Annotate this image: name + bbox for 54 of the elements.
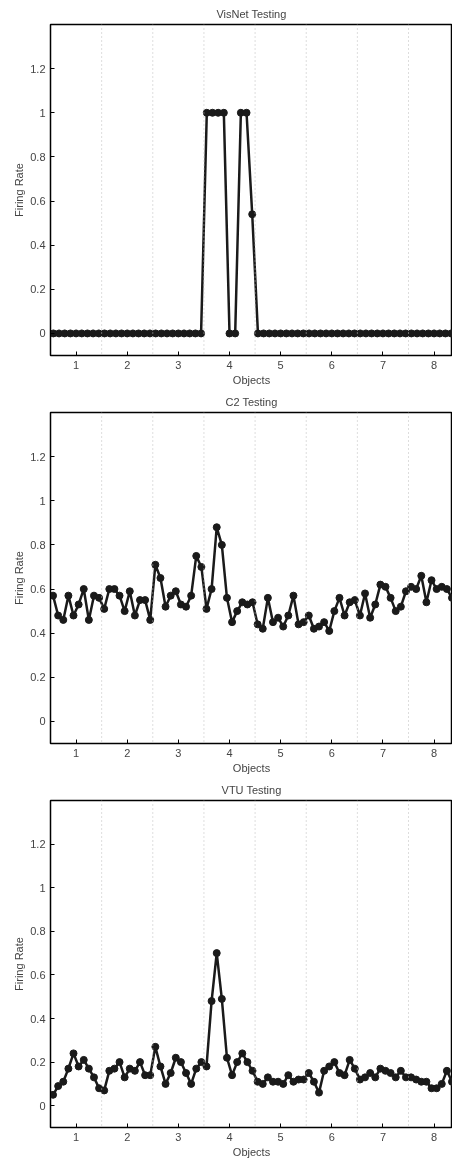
x-tick-label: 6 [328, 1130, 335, 1143]
y-tick-label: 1.2 [30, 62, 46, 75]
y-tick-label: 0 [39, 1099, 46, 1112]
y-tick-label: 0.6 [30, 195, 46, 208]
x-tick-label: 6 [328, 746, 335, 759]
y-tick-label: 0 [39, 327, 46, 340]
y-tick-label: 0 [39, 715, 46, 728]
x-tick-label: 2 [124, 358, 131, 371]
y-tick-label: 1.2 [30, 838, 46, 851]
x-tick-label: 2 [124, 746, 131, 759]
x-tick-label: 1 [73, 1130, 80, 1143]
y-tick-label: 0.6 [30, 583, 46, 596]
y-tick-label: 0.4 [30, 1012, 46, 1025]
x-tick-label: 3 [175, 746, 182, 759]
x-axis-title: Objects [232, 761, 271, 774]
y-tick-label: 0.8 [30, 150, 46, 163]
y-tick-label: 0.6 [30, 968, 46, 981]
x-tick-label: 1 [73, 746, 80, 759]
y-tick-label: 0.2 [30, 1056, 46, 1069]
y-tick-label: 1 [39, 494, 46, 507]
x-tick-label: 8 [431, 358, 438, 371]
y-tick-label: 0.4 [30, 239, 46, 252]
x-tick-label: 5 [277, 746, 284, 759]
y-tick-label: 0.2 [30, 671, 46, 684]
x-axis-title: Objects [232, 1145, 271, 1158]
y-tick-label: 0.8 [30, 925, 46, 938]
y-axis-title: Firing Rate [13, 551, 26, 605]
x-tick-label: 4 [226, 746, 233, 759]
y-tick-label: 0.2 [30, 283, 46, 296]
y-tick-label: 0.4 [30, 627, 46, 640]
x-tick-label: 1 [73, 358, 80, 371]
x-tick-label: 8 [431, 746, 438, 759]
x-tick-label: 3 [175, 1130, 182, 1143]
y-axis-title: Firing Rate [13, 937, 26, 991]
x-tick-label: 4 [226, 358, 233, 371]
chart-title: VisNet Testing [216, 7, 287, 20]
x-tick-label: 7 [379, 746, 387, 759]
x-tick-label: 4 [226, 1130, 233, 1143]
y-axis-title: Firing Rate [13, 163, 26, 217]
y-tick-label: 0.8 [30, 538, 46, 551]
y-tick-label: 1 [39, 881, 46, 894]
x-tick-label: 6 [328, 358, 335, 371]
x-tick-label: 3 [175, 358, 182, 371]
x-tick-label: 5 [277, 358, 284, 371]
x-tick-label: 7 [379, 358, 387, 371]
y-tick-label: 1.2 [30, 450, 46, 463]
chart-title: C2 Testing [225, 395, 278, 408]
x-tick-label: 5 [277, 1130, 284, 1143]
x-tick-label: 8 [431, 1130, 438, 1143]
chart-title: VTU Testing [221, 783, 282, 796]
x-tick-label: 7 [379, 1130, 387, 1143]
y-tick-label: 1 [39, 106, 46, 119]
x-tick-label: 2 [124, 1130, 131, 1143]
x-axis-title: Objects [232, 373, 271, 386]
